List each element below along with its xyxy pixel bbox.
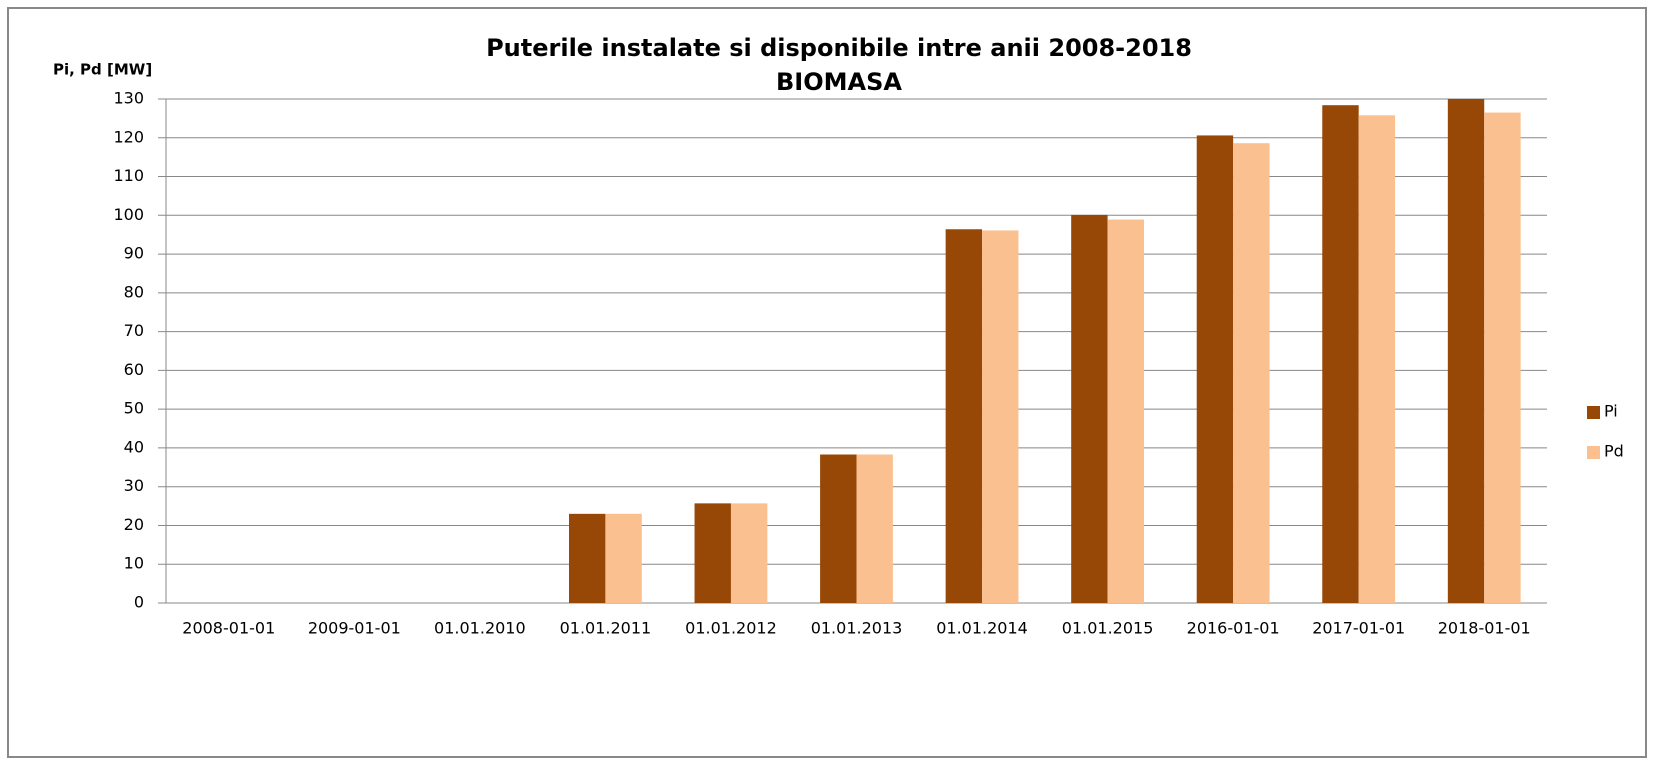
bar — [1233, 143, 1270, 603]
bar — [1071, 214, 1108, 604]
y-tick-label: 0 — [134, 593, 144, 612]
x-tick-label: 2018-01-01 — [1438, 619, 1531, 638]
bar — [1107, 219, 1144, 603]
y-tick-label: 80 — [124, 282, 144, 301]
y-tick-label: 100 — [113, 205, 144, 224]
legend-label: Pd — [1604, 442, 1624, 461]
x-tick-label: 2009-01-01 — [308, 619, 401, 638]
bar — [1447, 99, 1485, 603]
bar — [569, 513, 606, 603]
x-tick-label: 2017-01-01 — [1312, 619, 1405, 638]
legend-swatch — [1587, 406, 1600, 419]
bar — [1196, 135, 1234, 604]
x-tick-label: 2008-01-01 — [182, 619, 275, 638]
y-axis-label: Pi, Pd [MW] — [53, 61, 152, 79]
bar — [856, 454, 893, 603]
y-tick-label: 60 — [124, 360, 144, 379]
y-tick-label: 120 — [113, 127, 144, 146]
legend-swatch — [1587, 446, 1600, 459]
y-tick-label: 110 — [113, 166, 144, 185]
x-tick-label: 01.01.2012 — [685, 619, 777, 638]
bar — [945, 229, 983, 603]
x-tick-label: 01.01.2011 — [560, 619, 652, 638]
chart-title: Puterile instalate si disponibile intre … — [486, 34, 1192, 62]
chart-subtitle: BIOMASA — [776, 68, 902, 96]
y-tick-label: 10 — [124, 554, 144, 573]
x-tick-label: 2016-01-01 — [1187, 619, 1280, 638]
y-tick-label: 130 — [113, 89, 144, 108]
bar — [605, 513, 642, 603]
chart-frame — [7, 7, 1647, 758]
bar — [1322, 105, 1359, 604]
bar — [982, 230, 1019, 604]
x-tick-label: 01.01.2014 — [936, 619, 1028, 638]
y-tick-label: 90 — [124, 244, 144, 263]
x-tick-label: 01.01.2010 — [434, 619, 526, 638]
bar — [730, 503, 768, 603]
legend-label: Pi — [1604, 402, 1618, 421]
y-tick-label: 40 — [124, 437, 144, 456]
x-tick-label: 01.01.2015 — [1062, 619, 1154, 638]
y-tick-label: 50 — [124, 399, 144, 418]
x-tick-label: 01.01.2013 — [811, 619, 903, 638]
y-tick-label: 30 — [124, 476, 144, 495]
bar — [694, 503, 731, 603]
bar — [1484, 112, 1521, 604]
y-tick-label: 70 — [124, 321, 144, 340]
bar — [820, 454, 857, 603]
bar — [1358, 115, 1396, 603]
y-tick-label: 20 — [124, 515, 144, 534]
